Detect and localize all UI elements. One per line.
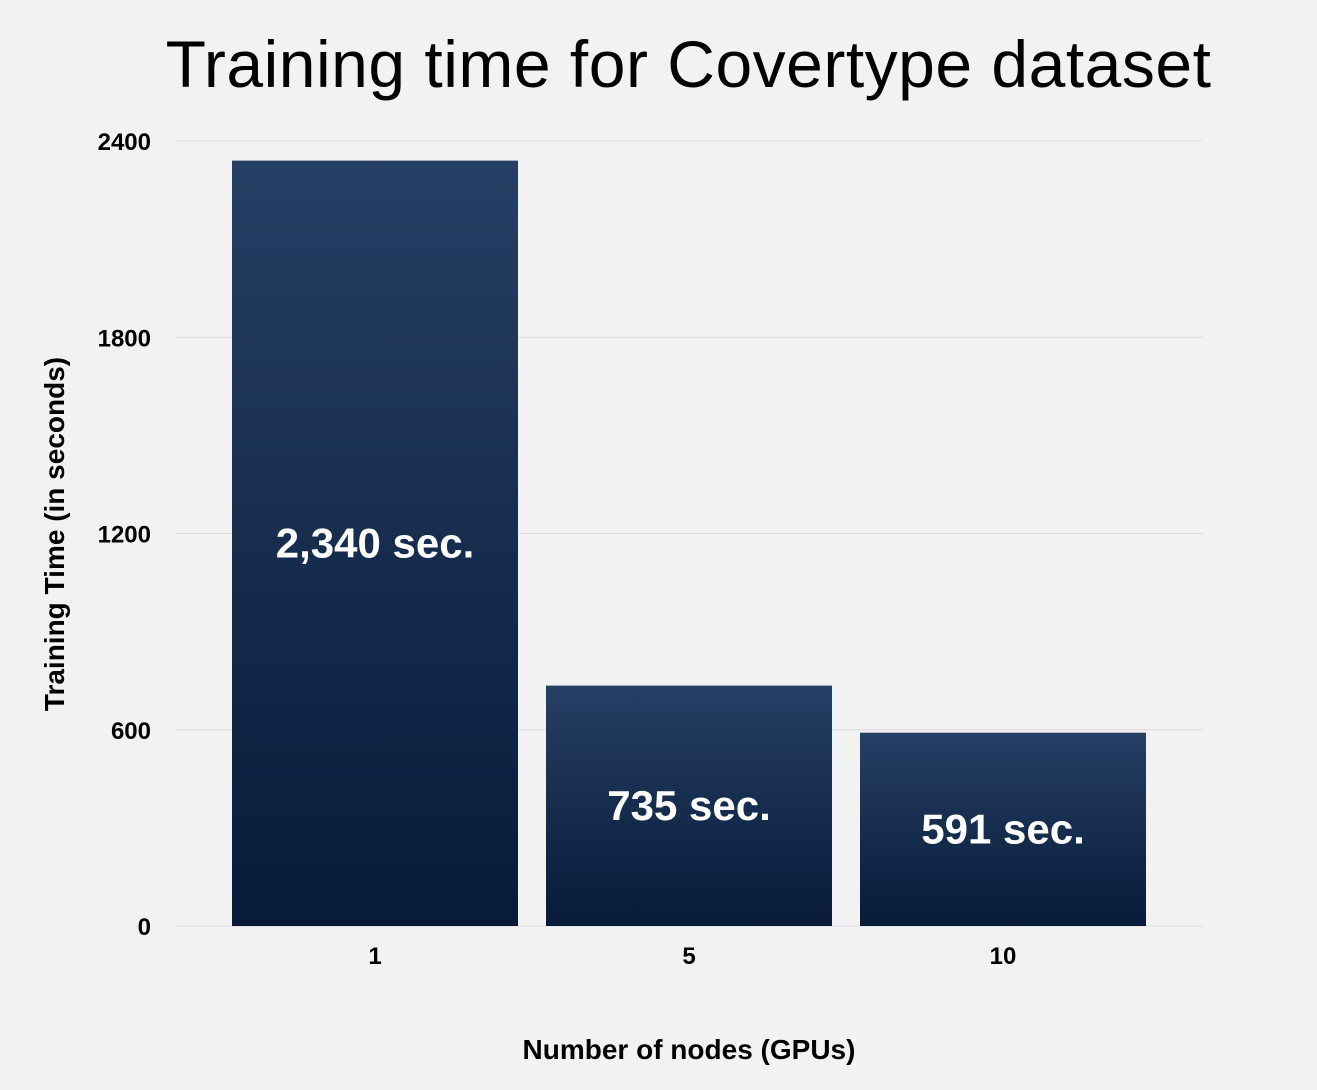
bar-10 — [860, 732, 1146, 926]
y-tick-label: 1200 — [98, 522, 151, 549]
data-labels: 2,340 sec. 735 sec. 591 sec. — [276, 519, 1085, 852]
data-label: 735 sec. — [607, 782, 771, 829]
bar-1 — [232, 160, 518, 926]
bar-5 — [546, 685, 832, 926]
x-axis-label: Number of nodes (GPUs) — [523, 1034, 856, 1065]
y-tick-label: 1800 — [98, 325, 151, 352]
y-tick-label: 0 — [138, 914, 151, 941]
y-axis-label: Training Time (in seconds) — [39, 357, 70, 711]
x-axis-ticks: 1 5 10 — [368, 943, 1016, 970]
y-tick-label: 600 — [111, 718, 151, 745]
y-tick-label: 2400 — [98, 129, 151, 156]
bars — [232, 160, 1146, 926]
data-label: 591 sec. — [921, 805, 1085, 852]
x-tick-label: 10 — [990, 943, 1017, 970]
x-tick-label: 1 — [368, 943, 381, 970]
data-label: 2,340 sec. — [276, 519, 475, 566]
chart-title: Training time for Covertype dataset — [165, 27, 1212, 101]
x-tick-label: 5 — [682, 943, 695, 970]
y-axis-ticks: 0 600 1200 1800 2400 — [98, 129, 151, 941]
